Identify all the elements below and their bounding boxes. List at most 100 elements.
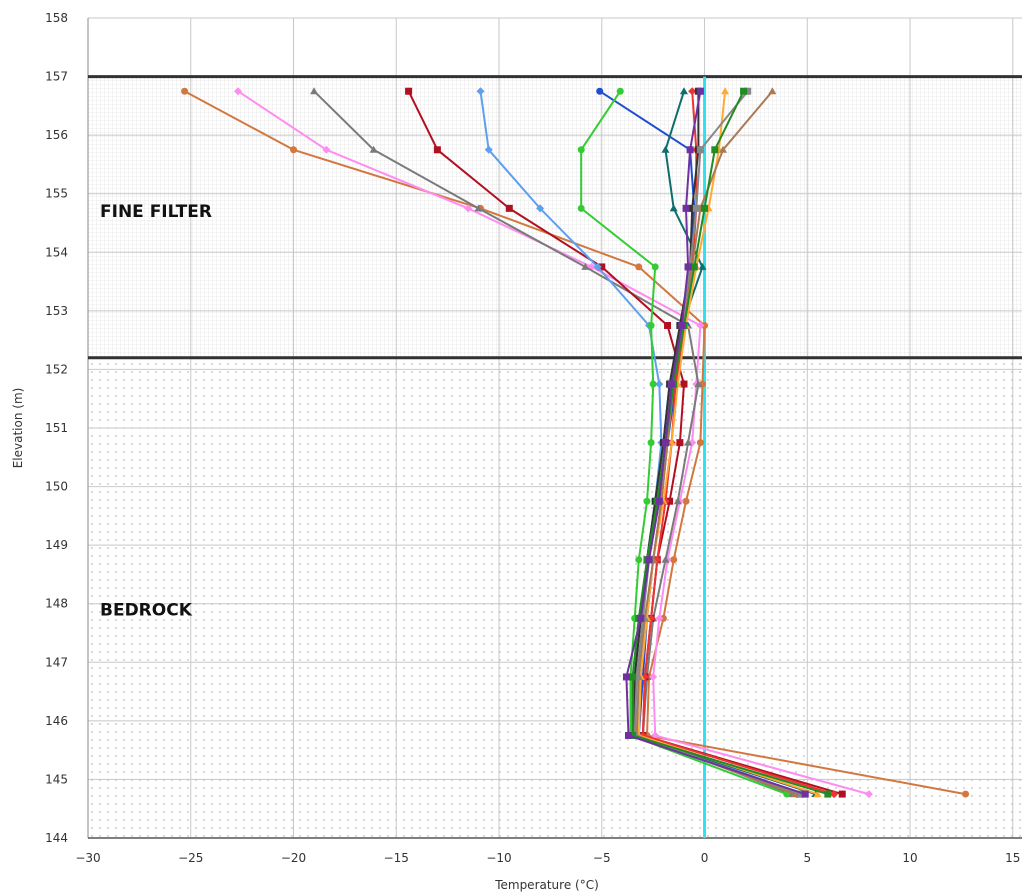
series-4-point: [536, 204, 545, 213]
series-1-point: [655, 614, 664, 623]
series-3-point: [505, 204, 513, 212]
y-tick-label: 144: [45, 831, 68, 845]
series-0-point: [659, 614, 667, 622]
series-14-point: [624, 732, 632, 739]
series-14-point: [661, 439, 669, 447]
series-2-point: [369, 145, 378, 153]
series-6-point: [643, 497, 651, 505]
series-4-point: [484, 145, 493, 154]
x-tick-label: −20: [281, 851, 306, 865]
series-6-point: [616, 87, 624, 95]
zone-label-layer: FINE FILTER BEDROCK: [100, 202, 212, 620]
series-14-point: [645, 556, 653, 564]
series-12-point: [696, 146, 704, 154]
series-1-point: [696, 321, 705, 330]
series-14-point: [682, 204, 690, 212]
series-3-point: [680, 380, 688, 388]
series-12-point: [692, 204, 700, 212]
series-4-point: [593, 262, 602, 271]
zone-boundaries: [88, 75, 1022, 360]
series-6-point: [649, 380, 657, 388]
x-axis-title: Temperature (°C): [494, 878, 599, 892]
zone-1-fill: [88, 357, 1022, 838]
x-tick-label: 0: [701, 851, 709, 865]
series-13-point: [629, 673, 637, 681]
series-layer: [181, 87, 970, 799]
series-11-point: [768, 87, 777, 95]
series-3-point: [405, 87, 413, 95]
x-tick-label: −30: [75, 851, 100, 865]
series-14-point: [696, 87, 704, 95]
zone-0-fill: [88, 76, 1022, 358]
series-3-point: [598, 263, 606, 271]
series-13-point: [740, 87, 748, 95]
series-0-point: [962, 790, 970, 798]
series-3-point: [666, 497, 674, 505]
y-tick-label: 156: [45, 128, 68, 142]
series-6-point: [647, 322, 655, 329]
series-2-point: [684, 438, 693, 446]
series-4-point: [655, 380, 664, 389]
series-13-point: [690, 263, 698, 271]
series-1-point: [864, 790, 873, 799]
y-tick-label: 149: [45, 538, 68, 552]
x-tick-label: −15: [384, 851, 409, 865]
series-14: [622, 87, 809, 798]
series-0-point: [635, 263, 643, 271]
series-6-point: [577, 146, 585, 154]
series-14-point: [678, 322, 686, 329]
series-6-point: [651, 263, 659, 271]
zone-label-0: FINE FILTER: [100, 202, 212, 222]
series-12-point: [633, 673, 641, 681]
series-8-point: [830, 790, 839, 799]
series-2-point: [581, 262, 590, 270]
y-tick-label: 147: [45, 655, 68, 669]
series-11-point: [719, 145, 728, 153]
x-tick-label: −5: [593, 851, 611, 865]
series-3-point: [676, 439, 684, 447]
series-14-point: [655, 497, 663, 505]
series-3-point: [433, 146, 441, 154]
series-1-point: [649, 672, 658, 681]
x-tick-label: 15: [1005, 851, 1020, 865]
series-3-point: [664, 322, 672, 329]
series-6-point: [635, 556, 643, 564]
series-6-point: [577, 204, 585, 212]
x-tick-label: −25: [178, 851, 203, 865]
series-2-point: [661, 555, 670, 563]
series-1-point: [234, 87, 243, 96]
series-14-point: [801, 790, 809, 798]
series-1-point: [464, 204, 473, 213]
series-0-point: [290, 146, 298, 154]
y-tick-label: 146: [45, 714, 68, 728]
series-6-point: [647, 439, 655, 447]
series-13-point: [824, 790, 832, 798]
series-14-point: [637, 614, 645, 622]
series-2-point: [474, 204, 483, 212]
y-tick-label: 154: [45, 245, 68, 259]
series-13-point: [629, 732, 637, 739]
series-7-point: [679, 87, 688, 95]
series-12-point: [797, 790, 805, 798]
series-7-point: [661, 145, 670, 153]
y-tick-label: 150: [45, 480, 68, 494]
series-11-point: [790, 790, 799, 798]
series-2-point: [694, 380, 703, 388]
zone-layer: [88, 76, 1022, 838]
series-13-point: [711, 146, 719, 154]
grid-layer: [87, 17, 1022, 839]
x-tick-label: −10: [486, 851, 511, 865]
series-10-point: [813, 790, 822, 798]
series-7-point: [698, 262, 707, 270]
y-tick-label: 148: [45, 597, 68, 611]
series-2-point: [310, 87, 319, 95]
series-0-point: [670, 556, 678, 564]
series-10-point: [721, 87, 730, 95]
y-tick-label: 157: [45, 70, 68, 84]
y-tick-label: 152: [45, 362, 68, 376]
series-5-point: [596, 87, 604, 95]
series-7-point: [669, 204, 678, 212]
series-8-point: [688, 87, 697, 96]
series-14-point: [684, 263, 692, 271]
